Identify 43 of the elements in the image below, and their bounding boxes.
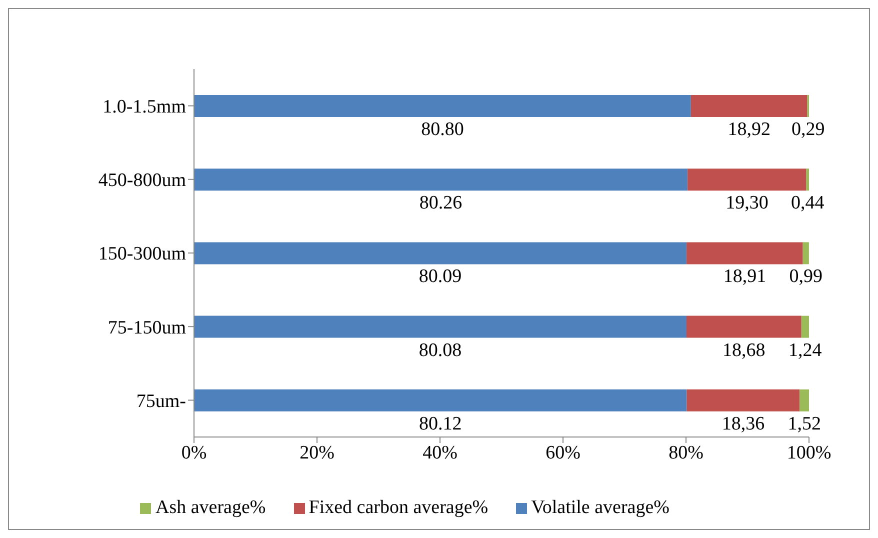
- bar: [802, 242, 809, 264]
- y-tick-label: 1.0-1.5mm: [102, 96, 186, 118]
- legend-label: Volatile average%: [531, 497, 670, 518]
- y-tick-label: 75-150um: [108, 317, 186, 338]
- bar: [686, 389, 800, 412]
- data-label: 18,92: [728, 119, 770, 140]
- data-label: 80.26: [419, 192, 462, 214]
- data-label: 18,91: [723, 266, 766, 288]
- bar: [801, 316, 809, 338]
- y-tick-label: 450-800um: [98, 170, 186, 192]
- data-label: 0,44: [791, 192, 825, 214]
- x-tick-label: 0%: [181, 442, 207, 464]
- legend-label: Ash average%: [155, 497, 266, 518]
- data-label: 80.08: [418, 340, 462, 361]
- data-label: 19,30: [726, 192, 768, 214]
- data-label: 80.12: [418, 413, 462, 434]
- x-tick-label: 60%: [546, 442, 581, 464]
- bar: [194, 316, 686, 338]
- bar: [194, 242, 687, 264]
- data-label: 80.80: [421, 119, 464, 140]
- bar: [194, 95, 691, 117]
- data-label: 1,24: [788, 340, 822, 361]
- x-tick-label: 100%: [786, 442, 832, 464]
- y-tick-label: 150-300um: [98, 244, 186, 265]
- x-tick-label: 20%: [300, 442, 335, 464]
- bar: [688, 168, 806, 191]
- bar: [194, 389, 687, 412]
- x-tick-label: 80%: [668, 442, 704, 464]
- bar: [806, 168, 809, 191]
- data-label: 18,68: [722, 340, 766, 361]
- data-label: 1,52: [788, 413, 821, 434]
- x-tick-label: 40%: [422, 442, 458, 464]
- data-label: 0,29: [792, 119, 825, 140]
- bar: [800, 389, 809, 412]
- bar: [686, 316, 802, 338]
- legend-label: Fixed carbon average%: [308, 497, 488, 518]
- bar: [194, 168, 688, 191]
- data-label: 18,36: [722, 413, 765, 434]
- bar: [690, 95, 808, 117]
- data-label: 0,99: [789, 266, 823, 288]
- y-tick-label: 75um-: [136, 390, 186, 412]
- bar: [686, 242, 803, 264]
- data-label: 80.09: [418, 266, 462, 288]
